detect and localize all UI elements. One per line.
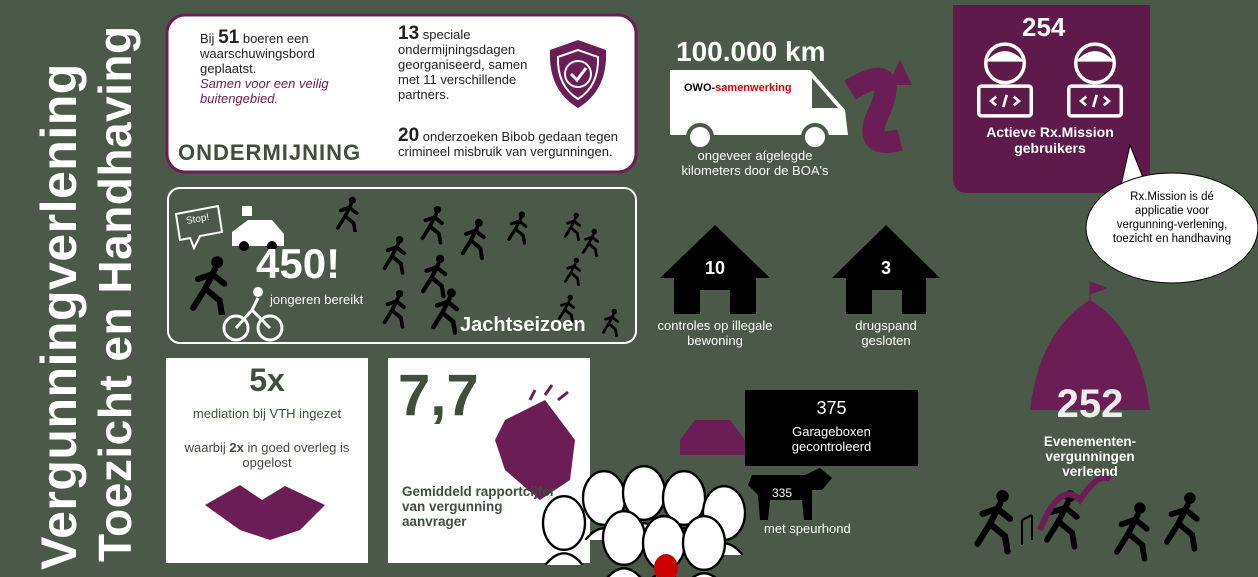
side-title: Toezicht en Handhaving xyxy=(89,25,141,562)
caption: drugspand gesloten xyxy=(855,318,917,348)
caption: Evenementen-vergunningen verleend xyxy=(1043,434,1137,479)
caption: Actieve Rx.Mission gebruikers xyxy=(986,124,1114,156)
text: OWO- xyxy=(684,82,716,94)
caption: controles op illegale bewoning xyxy=(657,318,773,348)
number: 51 xyxy=(218,27,240,48)
dog-caption: met speurhond xyxy=(764,521,851,536)
number: 13 xyxy=(398,23,420,44)
clap-icon xyxy=(495,400,575,500)
speech-bubble xyxy=(1085,172,1258,284)
value: 254 xyxy=(1022,12,1066,42)
value: 450! xyxy=(256,240,341,287)
garage-box xyxy=(745,390,918,466)
value: 252 xyxy=(1056,382,1124,426)
item: Bij 51 boeren een waarschuwingsbord gepl… xyxy=(200,27,370,106)
box xyxy=(165,13,638,174)
text: waarbij xyxy=(184,440,226,455)
bubble-text: Rx.Mission is dé applicatie voor vergunn… xyxy=(1112,191,1232,245)
value: 100.000 km xyxy=(676,36,826,67)
caption: jongeren bereikt xyxy=(270,292,364,307)
dog-value: 335 xyxy=(772,486,793,500)
value: 3 xyxy=(880,258,891,278)
value: 375 xyxy=(816,398,847,418)
caption: Gemiddeld rapportcijfer van vergunning a… xyxy=(402,484,556,529)
item: 20 onderzoeken Bibob gedaan tegen crimin… xyxy=(398,125,633,159)
text: Bij xyxy=(200,31,215,46)
text: boeren een waarschuwingsbord geplaatst. xyxy=(200,31,315,76)
text: speciale ondermijningsdagen georganiseer… xyxy=(398,27,528,102)
text: in goed overleg is opgelost xyxy=(242,440,350,470)
value: 10 xyxy=(704,258,726,278)
note: Samen voor een veilig buitengebied. xyxy=(200,76,329,106)
tent-icon xyxy=(1030,300,1150,410)
caption: Garageboxen gecontroleerd xyxy=(791,424,872,454)
side-title: Vergunningverlening xyxy=(31,63,87,570)
handshake-icon xyxy=(205,485,325,540)
house-icon xyxy=(832,225,940,314)
value: 5x xyxy=(249,362,285,398)
sub-caption: waarbij 2x in goed overleg is opgelost xyxy=(176,440,358,470)
box xyxy=(167,187,637,344)
value: 7,7 xyxy=(398,363,479,428)
house-icon xyxy=(660,225,770,314)
text: onderzoeken Bibob gedaan tegen crimineel… xyxy=(398,129,618,159)
car-icon xyxy=(680,420,745,455)
label: Jachtseizoen xyxy=(460,314,586,336)
caption: ongeveer afgelegde kilometers door de BO… xyxy=(681,148,829,178)
van-label: OWO-samenwerking xyxy=(684,82,792,94)
heading: ONDERMIJNING xyxy=(178,140,362,165)
road xyxy=(844,67,903,153)
text: samenwerking xyxy=(715,82,792,94)
caption: mediation bij VTH ingezet xyxy=(192,406,342,421)
van-icon xyxy=(670,70,848,135)
dog-icon xyxy=(748,468,832,520)
text: 2x xyxy=(229,440,244,455)
shield-icon xyxy=(549,40,607,108)
number: 20 xyxy=(398,125,420,146)
item: 13 speciale ondermijningsdagen georganis… xyxy=(398,23,538,102)
